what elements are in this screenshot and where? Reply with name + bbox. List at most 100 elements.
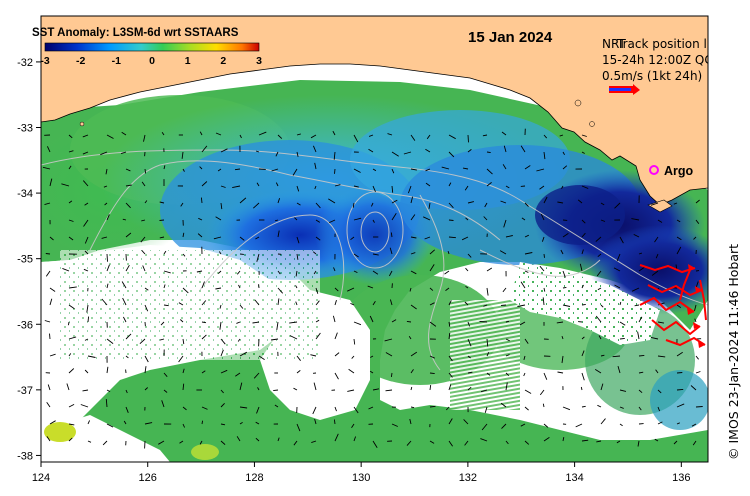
current-vector: [182, 423, 186, 428]
contour-lines: [41, 149, 708, 371]
current-vector: [353, 253, 359, 258]
current-vector: [239, 406, 248, 409]
current-vector: [106, 423, 114, 428]
current-vector: [258, 355, 265, 360]
current-vector: [448, 440, 453, 447]
current-vector: [125, 168, 131, 172]
current-vector: [105, 399, 108, 408]
current-vector: [311, 440, 317, 444]
current-vector: [46, 436, 51, 442]
current-vector: [575, 423, 583, 428]
current-vector: [448, 134, 456, 140]
current-vector: [484, 202, 488, 208]
current-vector: [657, 321, 665, 324]
current-vector: [182, 287, 189, 294]
current-vector: [125, 355, 129, 359]
drifter-tracks: [639, 264, 707, 347]
current-vector: [296, 133, 301, 136]
current-vector: [201, 370, 206, 374]
y-tick-label: -33: [17, 123, 33, 135]
current-vector: [236, 270, 241, 275]
current-vector: [258, 131, 267, 136]
x-tick-label: 126: [139, 472, 157, 484]
current-vector: [197, 233, 203, 238]
current-vector: [372, 388, 380, 391]
current-vector: [235, 372, 241, 377]
current-vector: [445, 406, 450, 411]
current-vector: [581, 350, 585, 357]
current-vector: [106, 134, 114, 139]
current-vector: [353, 436, 357, 442]
current-vector: [293, 440, 298, 446]
current-vector: [46, 146, 51, 153]
y-tick-label: -37: [17, 385, 33, 397]
current-vector: [163, 304, 169, 307]
current-vector: [253, 372, 260, 379]
current-vector: [521, 217, 526, 221]
current-vector: [296, 253, 299, 260]
current-vector: [372, 185, 376, 192]
current-vector: [49, 178, 53, 187]
current-vector: [201, 181, 208, 187]
current-vector: [595, 315, 602, 323]
current-vector: [163, 284, 166, 289]
current-vector: [448, 332, 451, 340]
current-vector: [501, 131, 507, 136]
current-vector: [232, 185, 241, 189]
y-tick-label: -32: [17, 57, 33, 69]
current-vector: [163, 165, 166, 170]
current-vector: [542, 403, 545, 408]
current-vector: [163, 250, 167, 255]
current-vector: [541, 236, 545, 242]
current-vector: [312, 145, 317, 153]
current-vector: [144, 355, 149, 363]
current-vector: [448, 372, 453, 378]
current-vector: [410, 252, 416, 255]
current-vector: [524, 270, 529, 273]
current-vector: [368, 148, 374, 153]
current-vector: [368, 406, 374, 410]
current-vector: [410, 214, 416, 221]
current-vector: [410, 304, 417, 310]
current-vector: [561, 335, 564, 340]
y-tick-label: -38: [17, 450, 33, 462]
current-vector: [524, 202, 529, 207]
current-vector: [289, 321, 298, 324]
current-vector: [239, 304, 244, 309]
current-vector: [370, 202, 374, 207]
current-vector: [220, 423, 226, 426]
current-vector: [676, 246, 682, 255]
current-vector: [524, 440, 530, 445]
current-vector: [543, 423, 549, 428]
current-vector: [505, 338, 510, 342]
current-vector: [486, 151, 491, 154]
current-vector: [289, 335, 298, 340]
current-vector: [102, 440, 108, 446]
current-vector: [44, 320, 51, 323]
current-vector: [199, 131, 203, 136]
current-vector: [426, 134, 431, 140]
current-vector: [372, 300, 376, 306]
current-vector: [200, 197, 203, 204]
current-vector: [407, 185, 412, 194]
current-vector: [410, 351, 418, 357]
current-vector: [159, 236, 165, 239]
current-vector: [256, 182, 260, 187]
current-vector: [141, 219, 146, 222]
current-vector: [391, 423, 398, 427]
current-vector: [332, 130, 336, 136]
current-vector: [277, 437, 280, 442]
current-vector: [104, 202, 108, 206]
current-vector: [429, 264, 435, 272]
current-vector: [238, 284, 241, 289]
current-vector: [215, 132, 222, 136]
current-vector: [467, 253, 472, 258]
current-vector: [562, 437, 565, 442]
current-vector: [314, 185, 317, 190]
current-vector: [676, 403, 685, 408]
current-vector: [560, 249, 564, 255]
current-vector: [676, 388, 684, 391]
current-vector: [612, 355, 621, 358]
current-vector: [178, 355, 184, 363]
current-vector: [505, 354, 510, 357]
